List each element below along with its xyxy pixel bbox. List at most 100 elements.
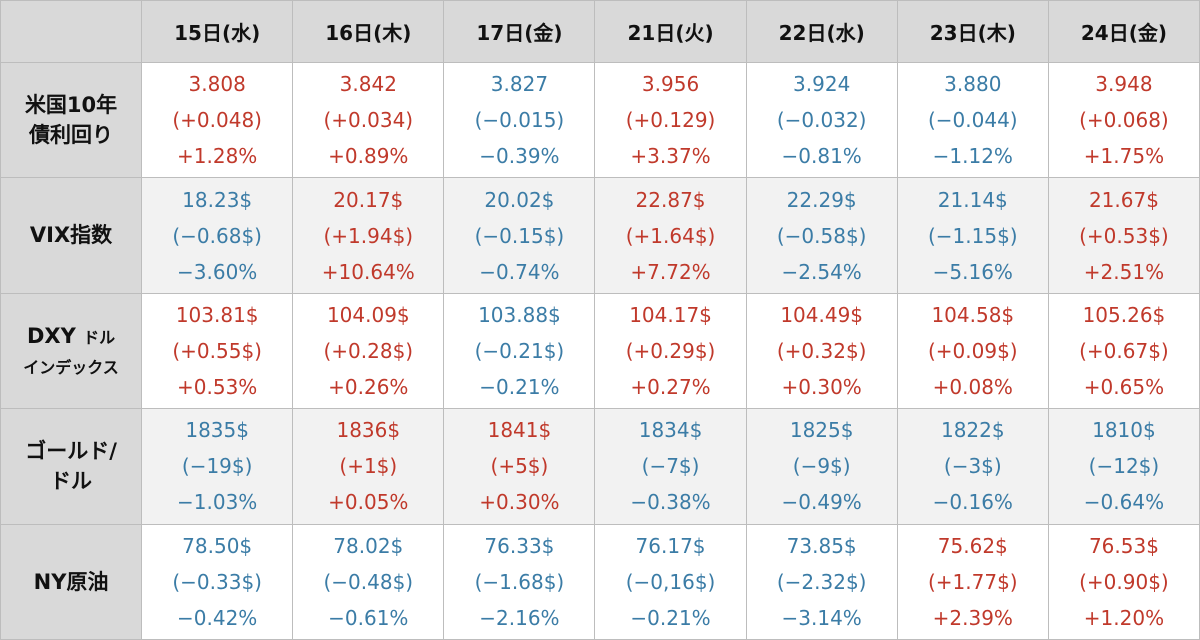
data-cell: 22.87$ (+1.64$) +7.72% — [594, 177, 747, 294]
row-label-line: ドル — [50, 469, 93, 494]
cell-pct: +2.51% — [1083, 259, 1165, 284]
cell-pct: +7.72% — [630, 259, 711, 284]
row-label-main: DXY — [26, 323, 76, 348]
cell-value: 21.14$ — [937, 187, 1008, 212]
row-vix: VIX指数 18.23$ (−0.68$) −3.60% 20.17$ (+1.94$… — [0, 177, 1200, 294]
cell-value: 76.53$ — [1088, 533, 1159, 558]
day-header: 23日(木) — [896, 0, 1049, 63]
data-cell: 76.33$ (−1.68$) −2.16% — [443, 523, 596, 640]
cell-change: (−19$) — [181, 454, 253, 479]
row-label-line: VIX指数 — [29, 223, 113, 248]
cell-pct: +1.20% — [1083, 605, 1165, 630]
data-cell: 21.14$ (−1.15$) −5.16% — [896, 177, 1049, 294]
cell-change: (+5$) — [490, 454, 549, 479]
cell-change: (−0.21$) — [474, 338, 565, 363]
data-cell: 3.842 (+0.034) +0.89% — [292, 61, 445, 179]
cell-change: (−0.015) — [474, 108, 565, 133]
cell-change: (+1$) — [339, 454, 398, 479]
data-cell: 76.17$ (−0,16$) −0.21% — [594, 523, 747, 640]
cell-pct: −0.81% — [781, 144, 862, 169]
cell-pct: −3.14% — [781, 605, 862, 630]
cell-pct: −2.54% — [781, 259, 862, 284]
cell-pct: −0.49% — [781, 490, 862, 515]
data-cell: 75.62$ (+1.77$) +2.39% — [896, 523, 1049, 640]
cell-change: (−0.032) — [776, 108, 867, 133]
data-cell: 73.85$ (−2.32$) −3.14% — [745, 523, 898, 640]
cell-value: 21.67$ — [1088, 187, 1159, 212]
cell-pct: −1.12% — [932, 144, 1013, 169]
cell-change: (+1.94$) — [323, 223, 414, 248]
cell-change: (+0.09$) — [927, 338, 1018, 363]
cell-pct: +0.53% — [177, 374, 258, 399]
data-cell: 76.53$ (+0.90$) +1.20% — [1047, 523, 1200, 640]
data-cell: 105.26$ (+0.67$) +0.65% — [1047, 292, 1200, 410]
cell-pct: +0.27% — [630, 374, 711, 399]
cell-pct: −3.60% — [177, 259, 258, 284]
cell-pct: −0.64% — [1083, 490, 1165, 515]
day-header: 15日(水) — [141, 0, 294, 63]
data-cell: 3.880 (−0.044) −1.12% — [896, 61, 1049, 179]
corner-cell — [0, 0, 143, 63]
day-header: 21日(火) — [594, 0, 747, 63]
cell-value: 3.880 — [944, 72, 1002, 97]
row-label-small: ドル — [83, 327, 116, 347]
cell-pct: −0.42% — [177, 605, 258, 630]
cell-pct: +3.37% — [630, 144, 711, 169]
row-dxy: DXY ドル インデックス 103.81$ (+0.55$) +0.53% 104.… — [0, 292, 1200, 410]
day-header: 16日(木) — [292, 0, 445, 63]
cell-change: (+1.64$) — [625, 223, 716, 248]
data-cell: 104.58$ (+0.09$) +0.08% — [896, 292, 1049, 410]
day-header: 24日(金) — [1047, 0, 1200, 63]
data-cell: 1825$ (−9$) −0.49% — [745, 408, 898, 525]
data-cell: 104.09$ (+0.28$) +0.26% — [292, 292, 445, 410]
cell-change: (−7$) — [641, 454, 700, 479]
cell-change: (+1.77$) — [927, 569, 1018, 594]
cell-pct: −0.21% — [479, 374, 560, 399]
cell-pct: +2.39% — [932, 605, 1013, 630]
cell-change: (+0.53$) — [1079, 223, 1169, 248]
cell-change: (−0.15$) — [474, 223, 565, 248]
cell-change: (+0.67$) — [1079, 338, 1169, 363]
data-cell: 3.924 (−0.032) −0.81% — [745, 61, 898, 179]
cell-value: 1834$ — [638, 418, 703, 443]
cell-change: (+0.29$) — [625, 338, 716, 363]
data-cell: 78.50$ (−0.33$) −0.42% — [141, 523, 294, 640]
cell-change: (−0,16$) — [625, 569, 716, 594]
cell-change: (−0.58$) — [776, 223, 867, 248]
cell-pct: −0.16% — [932, 490, 1013, 515]
cell-pct: +0.89% — [328, 144, 409, 169]
data-cell: 78.02$ (−0.48$) −0.61% — [292, 523, 445, 640]
cell-change: (+0.28$) — [323, 338, 414, 363]
cell-pct: −0.21% — [630, 605, 711, 630]
cell-change: (−9$) — [792, 454, 851, 479]
cell-value: 78.02$ — [333, 533, 404, 558]
row-label-dxy: DXY ドル インデックス — [0, 292, 143, 410]
cell-change: (−12$) — [1088, 454, 1160, 479]
cell-change: (−0.48$) — [323, 569, 414, 594]
cell-change: (−0.044) — [927, 108, 1018, 133]
cell-value: 3.808 — [188, 72, 246, 97]
cell-pct: +1.28% — [177, 144, 258, 169]
data-cell: 1810$ (−12$) −0.64% — [1047, 408, 1200, 525]
data-cell: 104.49$ (+0.32$) +0.30% — [745, 292, 898, 410]
day-header: 17日(金) — [443, 0, 596, 63]
cell-change: (−0.33$) — [172, 569, 262, 594]
cell-value: 73.85$ — [786, 533, 857, 558]
cell-pct: −5.16% — [932, 259, 1013, 284]
data-cell: 104.17$ (+0.29$) +0.27% — [594, 292, 747, 410]
row-label-ny-crude: NY原油 — [0, 523, 143, 640]
cell-value: 105.26$ — [1082, 302, 1166, 327]
cell-value: 1835$ — [185, 418, 249, 443]
data-cell: 103.88$ (−0.21$) −0.21% — [443, 292, 596, 410]
cell-pct: +0.65% — [1083, 374, 1165, 399]
data-cell: 20.02$ (−0.15$) −0.74% — [443, 177, 596, 294]
cell-value: 22.87$ — [635, 187, 706, 212]
cell-change: (+0.32$) — [776, 338, 867, 363]
cell-change: (−0.68$) — [172, 223, 262, 248]
cell-pct: −0.74% — [479, 259, 560, 284]
cell-value: 3.842 — [339, 72, 397, 97]
cell-change: (−3$) — [943, 454, 1002, 479]
cell-value: 1810$ — [1092, 418, 1156, 443]
cell-pct: −1.03% — [177, 490, 258, 515]
